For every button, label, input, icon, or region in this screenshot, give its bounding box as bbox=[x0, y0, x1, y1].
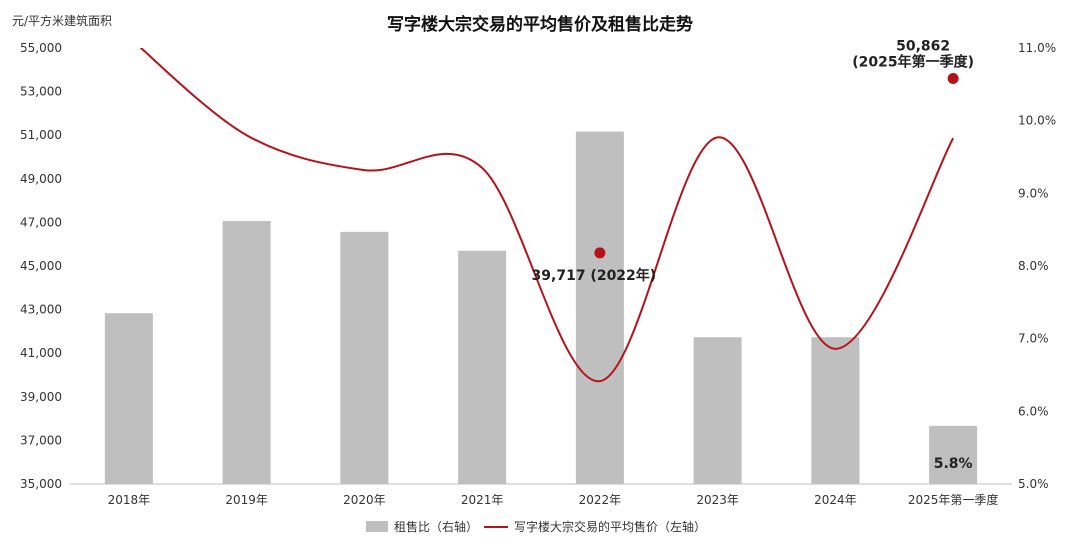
x-tick-label: 2025年第一季度 bbox=[908, 492, 999, 507]
bar-8 bbox=[929, 425, 978, 484]
chart-title: 写字楼大宗交易的平均售价及租售比走势 bbox=[387, 15, 693, 35]
bar-series bbox=[104, 131, 978, 485]
y-left-tick-label: 53,000 bbox=[20, 85, 62, 99]
price-line bbox=[139, 48, 954, 383]
bar-value-label: 5.8% bbox=[934, 456, 973, 472]
annotation-marker-2 bbox=[947, 73, 959, 85]
y-left-axis-unit-label: 元/平方米建筑面积 bbox=[12, 14, 113, 28]
y-left-tick-label: 51,000 bbox=[20, 128, 62, 142]
bar-3 bbox=[340, 231, 389, 484]
bar-6 bbox=[693, 337, 742, 484]
axes: 2018年 2019年 2020年 2021年 2022年 2023年 2024年 2025年… bbox=[20, 41, 1056, 507]
annotation-label: 50,862 bbox=[896, 39, 950, 55]
x-tick-label: 2019年 bbox=[225, 493, 268, 507]
annotation-label: 39,717 (2022年) bbox=[532, 267, 657, 284]
x-tick-label: 2021年 bbox=[461, 493, 504, 507]
y-left-tick-label: 49,000 bbox=[20, 172, 62, 186]
y-left-tick-label: 37,000 bbox=[20, 433, 62, 447]
y-left-tick-label: 45,000 bbox=[20, 259, 62, 273]
legend-bar-swatch bbox=[366, 521, 388, 532]
legend-bar-label: 租售比（右轴） bbox=[394, 519, 478, 534]
y-right-tick-label: 10.0% bbox=[1018, 114, 1056, 128]
y-right-tick-label: 5.0% bbox=[1018, 477, 1049, 491]
bar-2 bbox=[222, 220, 271, 485]
y-right-tick-label: 7.0% bbox=[1018, 332, 1049, 346]
y-left-tick-label: 35,000 bbox=[20, 477, 62, 491]
y-right-tick-label: 6.0% bbox=[1018, 404, 1049, 418]
y-right-tick-label: 11.0% bbox=[1018, 41, 1056, 55]
annotation-label: (2025年第一季度) bbox=[852, 54, 974, 71]
bar-5 bbox=[575, 131, 624, 485]
y-left-tick-label: 55,000 bbox=[20, 41, 62, 55]
y-left-tick-label: 41,000 bbox=[20, 346, 62, 360]
annotations: 39,717 (2022年) 50,862(2025年第一季度) 5.8% bbox=[532, 39, 974, 472]
bar-4 bbox=[458, 250, 507, 484]
y-left-tick-label: 39,000 bbox=[20, 390, 62, 404]
x-tick-label: 2024年 bbox=[814, 493, 857, 507]
x-tick-label: 2018年 bbox=[108, 493, 151, 507]
price-line-series bbox=[139, 48, 954, 383]
y-left-tick-label: 43,000 bbox=[20, 303, 62, 317]
bar-7 bbox=[811, 337, 860, 484]
x-tick-label: 2023年 bbox=[696, 493, 739, 507]
x-tick-label: 2022年 bbox=[579, 493, 622, 507]
x-tick-label: 2020年 bbox=[343, 493, 386, 507]
legend: 租售比（右轴） 写字楼大宗交易的平均售价（左轴） bbox=[366, 519, 706, 534]
y-right-tick-label: 9.0% bbox=[1018, 186, 1049, 200]
annotation-marker-1 bbox=[594, 247, 606, 259]
bar-1 bbox=[104, 313, 153, 484]
y-left-tick-label: 47,000 bbox=[20, 215, 62, 229]
legend-line-label: 写字楼大宗交易的平均售价（左轴） bbox=[514, 519, 706, 534]
y-right-tick-label: 8.0% bbox=[1018, 259, 1049, 273]
